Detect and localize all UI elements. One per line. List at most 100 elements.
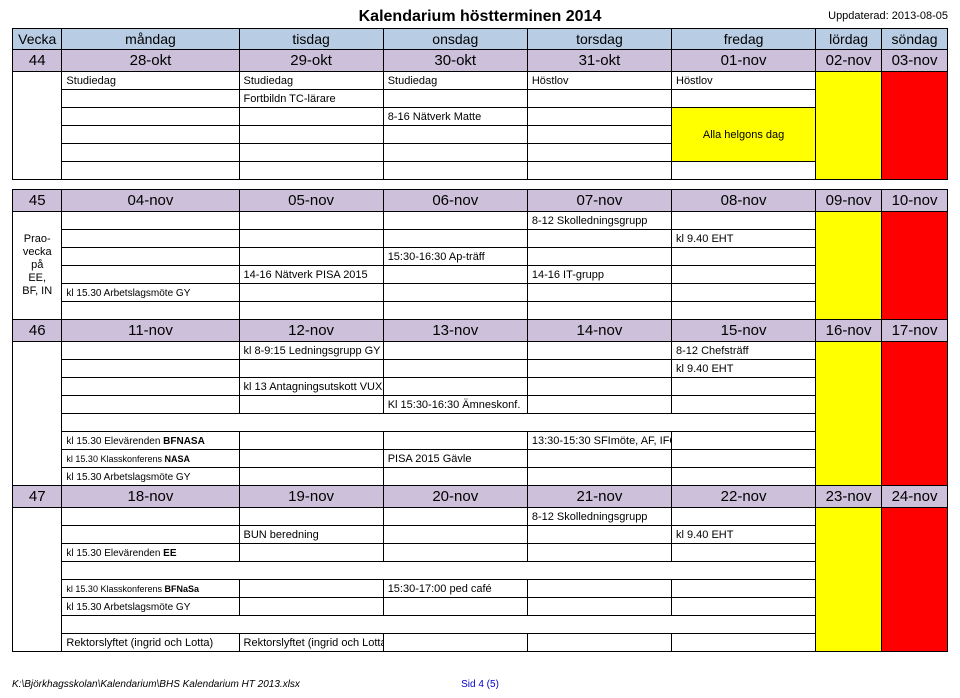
updated-label: Uppdaterad: 2013-08-05 [828,10,948,22]
cell [239,126,383,144]
w46-fri: 15-nov [672,320,816,342]
cell [239,360,383,378]
w46-tue: 12-nov [239,320,383,342]
cell [383,230,527,248]
cell [383,360,527,378]
cell [383,432,527,450]
cell [239,248,383,266]
cell: kl 15.30 Elevärenden BFNASA [62,432,239,450]
cell [672,544,816,562]
cell: Rektorslyftet (ingrid och Lotta) [62,634,239,652]
w47-num: 47 [13,486,62,508]
w44-fri-holiday: Alla helgons dag [672,108,816,162]
cell [672,162,816,180]
cell [527,634,671,652]
cell [62,526,239,544]
cell [383,468,527,486]
cell [672,616,816,634]
cell [527,598,671,616]
cell [383,544,527,562]
w45-sun-block [882,212,948,320]
cell [527,248,671,266]
cell [672,284,816,302]
cell [383,378,527,396]
w45-fri: 08-nov [672,190,816,212]
cell [62,342,239,360]
w44-sun: 03-nov [882,50,948,72]
cell [62,126,239,144]
w44-side [13,72,62,180]
cell [383,616,527,634]
w47-thu: 21-nov [527,486,671,508]
cell [62,508,239,526]
cell [527,126,671,144]
cell [239,396,383,414]
cell [239,508,383,526]
cell: kl 13 Antagningsutskott VUX [239,378,383,396]
footer-path: K:\Björkhagsskolan\Kalendarium\BHS Kalen… [12,679,300,690]
w44-sat-block [816,72,882,180]
cell [383,508,527,526]
cell [383,284,527,302]
cell: kl 9.40 EHT [672,526,816,544]
cell: 8-12 Skolledningsgrupp [527,212,671,230]
w47-sun-block [882,508,948,652]
cell: Studiedag [239,72,383,90]
cell [239,302,383,320]
cell: kl 15.30 Arbetslagsmöte GY [62,598,239,616]
cell [527,378,671,396]
w47-sat-block [816,508,882,652]
page-title: Kalendarium höstterminen 2014 [12,8,948,26]
w46-sun: 17-nov [882,320,948,342]
header-sat: lördag [816,29,882,50]
w47-tue: 19-nov [239,486,383,508]
cell [672,248,816,266]
cell [672,562,816,580]
cell [672,432,816,450]
cell: 8-12 Skolledningsgrupp [527,508,671,526]
header-vecka: Vecka [13,29,62,50]
w44-num: 44 [13,50,62,72]
w44-thu: 31-okt [527,50,671,72]
cell [239,284,383,302]
cell [672,598,816,616]
cell [62,212,239,230]
cell: 14-16 Nätverk PISA 2015 [239,266,383,284]
cell: Rektorslyftet (ingrid och Lotta) [239,634,383,652]
header-wed: onsdag [383,29,527,50]
cell [383,212,527,230]
cell [62,378,239,396]
w44-tue: 29-okt [239,50,383,72]
w45-sat: 09-nov [816,190,882,212]
w45-tue: 05-nov [239,190,383,212]
cell [239,598,383,616]
cell [672,90,816,108]
w47-fri: 22-nov [672,486,816,508]
cell: kl 15.30 Arbetslagsmöte GY [62,468,239,486]
cell [383,342,527,360]
w44-sun-block [882,72,948,180]
cell [239,162,383,180]
cell [527,526,671,544]
cell [239,544,383,562]
cell [62,302,239,320]
w46-mon: 11-nov [62,320,239,342]
cell [239,580,383,598]
cell: 13:30-15:30 SFImöte, AF, IFO [527,432,671,450]
cell [62,360,239,378]
cell [527,108,671,126]
w46-side [13,342,62,486]
cell [527,580,671,598]
w44-mon: 28-okt [62,50,239,72]
cell [62,616,239,634]
w45-num: 45 [13,190,62,212]
cell [527,144,671,162]
w45-thu: 07-nov [527,190,671,212]
cell [239,450,383,468]
cell [62,108,239,126]
cell [62,162,239,180]
cell [527,342,671,360]
cell [672,266,816,284]
cell: Studiedag [62,72,239,90]
header-sun: söndag [882,29,948,50]
